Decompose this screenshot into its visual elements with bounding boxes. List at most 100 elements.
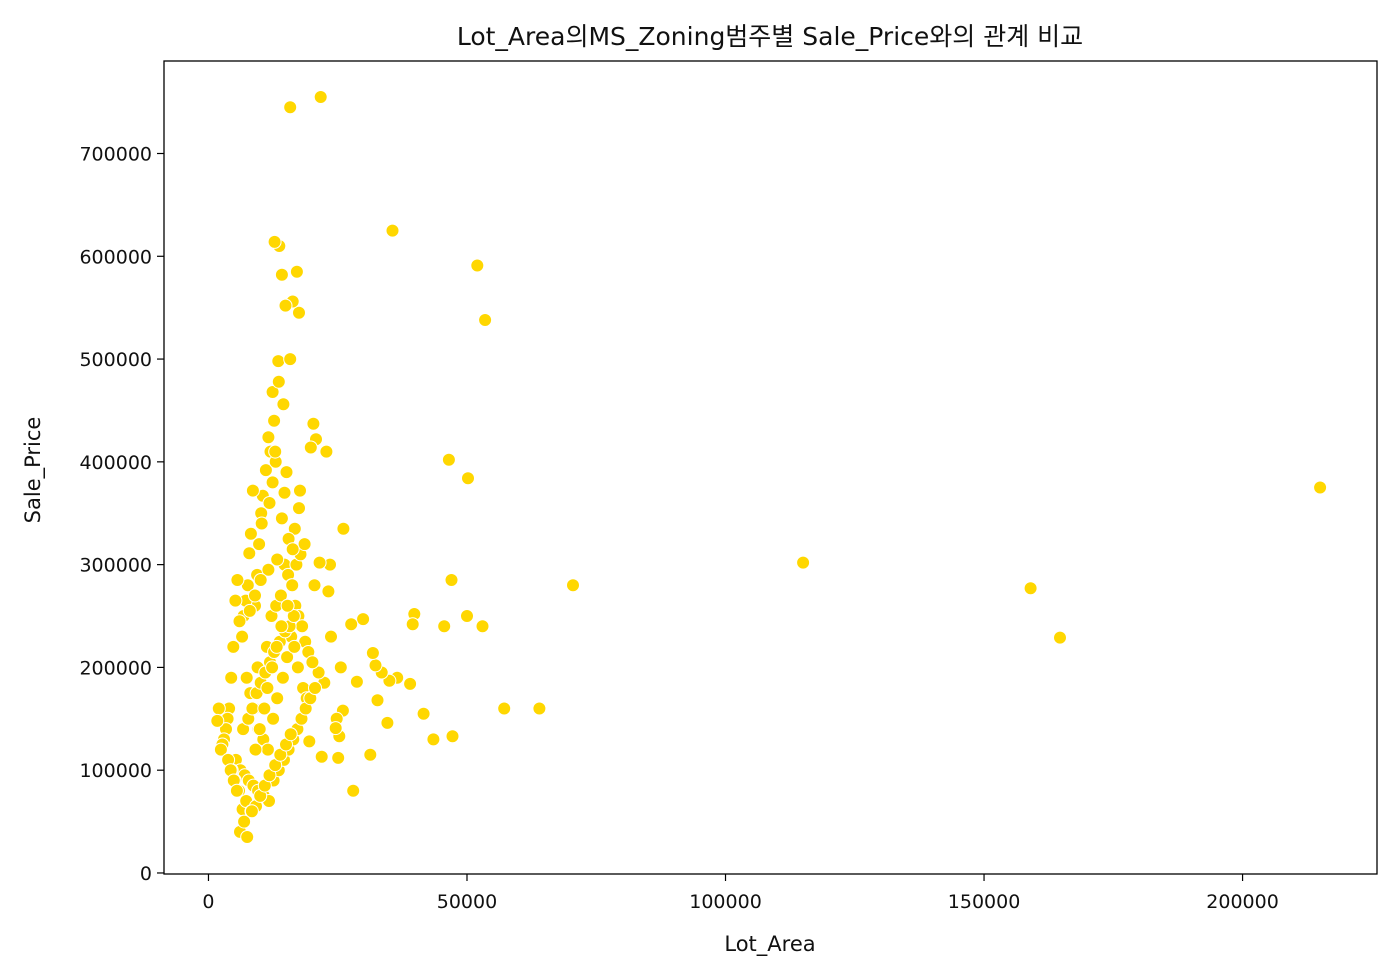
data-point xyxy=(441,452,456,467)
data-point xyxy=(497,701,512,716)
data-point xyxy=(475,619,490,634)
y-tick-label: 300000 xyxy=(79,555,152,577)
data-point xyxy=(261,562,276,577)
data-point xyxy=(213,742,228,757)
data-point xyxy=(349,674,364,689)
data-point xyxy=(405,617,420,632)
data-point xyxy=(346,783,361,798)
data-point xyxy=(1313,480,1328,495)
data-point xyxy=(308,681,322,695)
data-point xyxy=(252,537,267,552)
data-point xyxy=(312,555,327,570)
data-point xyxy=(385,223,400,238)
data-point xyxy=(293,483,307,498)
data-point xyxy=(278,298,293,313)
data-point xyxy=(336,521,351,536)
data-point xyxy=(437,619,452,634)
data-point xyxy=(311,665,326,680)
data-point xyxy=(248,742,263,757)
data-point xyxy=(269,639,284,654)
data-point xyxy=(280,650,295,665)
data-points xyxy=(210,90,1328,844)
data-point xyxy=(245,483,260,498)
data-point xyxy=(267,234,282,249)
data-point xyxy=(267,413,282,428)
data-point xyxy=(270,552,285,567)
data-point xyxy=(230,573,245,587)
data-point xyxy=(274,511,289,526)
data-point xyxy=(232,614,247,629)
data-point xyxy=(265,385,280,399)
data-point xyxy=(314,749,329,764)
data-point xyxy=(307,578,322,593)
data-point xyxy=(210,713,225,728)
x-tick-label: 200000 xyxy=(1206,891,1279,913)
data-point xyxy=(1023,581,1038,596)
data-point xyxy=(478,313,493,327)
data-point xyxy=(1053,630,1067,645)
x-tick-label: 50000 xyxy=(437,891,497,913)
y-tick-label: 400000 xyxy=(79,452,152,474)
data-point xyxy=(290,660,305,675)
data-point xyxy=(333,660,348,675)
data-point xyxy=(270,691,285,706)
data-point xyxy=(245,701,260,716)
data-point xyxy=(289,264,304,279)
data-point xyxy=(257,701,272,716)
data-point xyxy=(319,444,334,459)
chart-title: Lot_Area의MS_Zoning범주별 Sale_Price와의 관계 비교 xyxy=(457,22,1083,51)
data-point xyxy=(363,747,378,762)
data-point xyxy=(277,485,292,500)
data-point xyxy=(280,598,295,613)
data-point xyxy=(416,706,431,721)
y-axis-ticks: 0 100000 200000 300000 400000 500000 600000 700… xyxy=(79,144,164,885)
data-point xyxy=(426,732,441,747)
data-point xyxy=(297,537,312,552)
data-point xyxy=(226,639,241,654)
data-point xyxy=(324,629,338,644)
y-tick-label: 100000 xyxy=(79,760,152,782)
data-point xyxy=(262,496,277,510)
data-point xyxy=(532,701,547,716)
data-point xyxy=(229,783,244,798)
data-point xyxy=(305,655,320,670)
data-point xyxy=(566,578,580,593)
data-point xyxy=(276,397,291,412)
data-point xyxy=(266,711,281,726)
data-point xyxy=(271,374,286,389)
data-point xyxy=(224,670,239,685)
data-point xyxy=(274,619,289,634)
y-tick-label: 700000 xyxy=(79,144,152,166)
data-point xyxy=(286,609,301,623)
data-point xyxy=(271,354,286,369)
x-tick-label: 100000 xyxy=(689,891,762,913)
plot-frame xyxy=(163,60,1378,875)
data-point xyxy=(273,588,288,603)
data-point xyxy=(261,430,276,445)
data-point xyxy=(228,593,243,608)
data-point xyxy=(211,701,226,716)
x-axis-ticks: 0 50000 100000 150000 200000 xyxy=(202,874,1279,913)
data-point xyxy=(445,729,460,744)
data-point xyxy=(328,721,343,736)
data-point xyxy=(292,305,306,320)
y-tick-label: 600000 xyxy=(79,246,152,268)
data-point xyxy=(260,681,275,695)
data-point xyxy=(235,629,250,644)
data-point xyxy=(796,555,811,570)
y-tick-label: 0 xyxy=(140,863,152,885)
data-point xyxy=(444,573,459,587)
data-point xyxy=(274,267,289,282)
data-point xyxy=(244,804,259,819)
data-point xyxy=(313,90,328,104)
data-point xyxy=(258,463,273,478)
data-point xyxy=(287,521,302,536)
data-point xyxy=(306,416,321,431)
data-point xyxy=(240,830,255,844)
data-point xyxy=(252,722,267,737)
data-point xyxy=(331,750,346,765)
data-point xyxy=(303,440,318,455)
data-point xyxy=(275,670,290,685)
data-point xyxy=(242,546,257,561)
